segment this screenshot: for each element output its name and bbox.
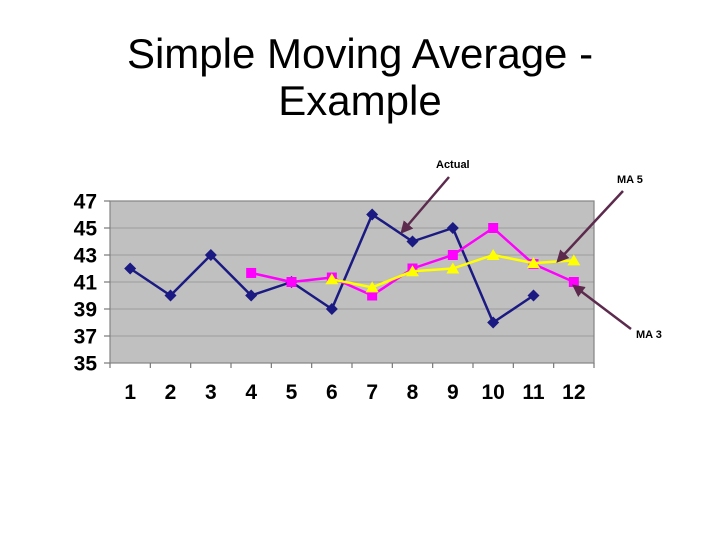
y-axis-label: 39 [74,299,97,322]
x-axis-label: 6 [326,381,338,404]
slide-title-line2: Example [278,77,442,124]
data-point-ma5 [567,254,581,266]
x-axis-label: 5 [286,381,298,404]
y-axis-label: 43 [74,245,97,268]
data-point-ma5 [446,262,460,274]
callout-label-ma5: MA 5 [617,174,643,186]
x-axis-label: 9 [447,381,459,404]
callout-arrow-ma5 [556,190,624,263]
y-axis-label: 45 [74,218,98,241]
data-point-ma5 [325,273,339,285]
data-point-ma5 [527,257,540,269]
data-point-actual [527,289,540,302]
x-axis-label: 10 [481,381,504,404]
data-point-actual [204,249,217,261]
y-axis-label: 47 [74,191,97,214]
slide-title: Simple Moving Average - Example [0,30,720,124]
data-point-actual [406,235,419,248]
callout-arrow-actual [400,176,450,234]
x-axis-label: 1 [124,381,136,404]
data-point-ma5 [486,249,500,260]
x-axis-label: 11 [522,381,545,404]
data-point-actual [366,208,379,221]
data-point-ma5 [365,281,379,293]
data-point-actual [124,262,137,275]
callout-arrow-ma3 [572,284,632,330]
x-axis-label: 8 [407,381,419,404]
x-axis-label: 7 [366,381,378,404]
y-axis-label: 35 [74,353,98,376]
data-point-ma3 [447,250,458,260]
x-axis-label: 2 [165,381,177,404]
y-axis-label: 37 [74,326,97,349]
slide-title-line1: Simple Moving Average - [126,30,594,77]
data-point-ma3 [367,290,378,301]
callout-label-actual: Actual [436,159,470,171]
y-axis-label: 41 [74,272,98,295]
x-axis-label: 3 [205,381,217,404]
data-point-actual [245,289,258,302]
data-point-ma3 [286,277,297,287]
callout-label-ma3: MA 3 [636,329,662,341]
data-point-actual [164,289,177,302]
data-point-ma3 [568,277,579,287]
x-axis-label: 4 [245,381,257,404]
data-point-actual [446,222,459,234]
data-point-actual [325,303,338,315]
data-point-actual [487,316,500,329]
data-point-ma3 [488,223,499,233]
data-point-ma3 [246,267,257,278]
data-point-ma5 [406,265,419,277]
x-axis-label: 12 [562,381,585,404]
